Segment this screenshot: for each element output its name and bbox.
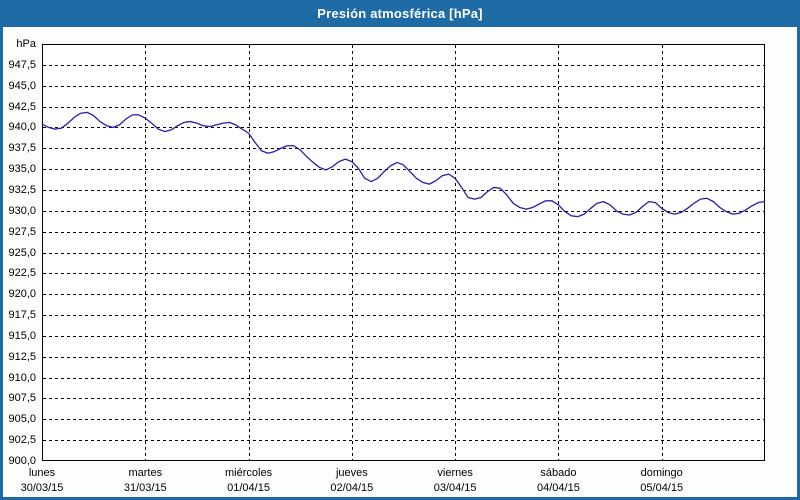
x-day-name-label: jueves: [335, 467, 368, 479]
y-tick-label: 947,5: [8, 58, 36, 71]
y-tick-label: 900,0: [8, 455, 36, 467]
y-tick-label: 915,0: [8, 329, 36, 342]
x-day-date-label: 30/03/15: [20, 482, 64, 494]
y-tick-label: 945,0: [8, 79, 36, 92]
y-tick-label: 922,5: [8, 267, 36, 280]
y-tick-label: 902,5: [8, 434, 36, 447]
y-tick-label: 905,0: [8, 413, 36, 426]
chart-title: Presión atmosférica [hPa]: [317, 6, 483, 21]
x-day-name-label: sábado: [540, 467, 577, 479]
x-day-name-label: miércoles: [225, 467, 273, 479]
x-day-date-label: 04/04/15: [537, 482, 580, 494]
x-day-name-label: viernes: [437, 467, 473, 479]
y-tick-label: 930,0: [8, 204, 36, 217]
y-tick-label: 940,0: [8, 121, 36, 134]
x-day-date-label: 05/04/15: [640, 482, 684, 494]
x-day-date-label: 02/04/15: [330, 482, 374, 494]
pressure-line-chart: [42, 44, 765, 461]
y-tick-label: 917,5: [8, 309, 36, 322]
y-tick-label: 942,5: [8, 100, 36, 113]
y-tick-label: 920,0: [8, 288, 36, 301]
y-axis-unit-label: hPa: [16, 38, 36, 50]
y-tick-label: 925,0: [8, 246, 36, 259]
window-titlebar: Presión atmosférica [hPa]: [0, 0, 800, 27]
x-day-name-label: lunes: [28, 467, 56, 479]
y-tick-label: 907,5: [8, 392, 36, 405]
pressure-series-line: [42, 111, 765, 218]
x-day-date-label: 03/04/15: [433, 482, 477, 494]
y-tick-label: 937,5: [8, 142, 36, 155]
y-tick-label: 932,5: [8, 183, 36, 196]
y-tick-label: 912,5: [8, 350, 36, 363]
plot-border-box: [42, 44, 765, 461]
y-tick-label: 927,5: [8, 225, 36, 238]
y-tick-label: 935,0: [8, 163, 36, 176]
y-tick-label: 910,0: [8, 371, 36, 384]
x-day-date-label: 01/04/15: [227, 482, 270, 494]
x-day-name-label: martes: [128, 467, 163, 479]
x-day-date-label: 31/03/15: [123, 482, 167, 494]
x-day-name-label: domingo: [640, 467, 683, 479]
